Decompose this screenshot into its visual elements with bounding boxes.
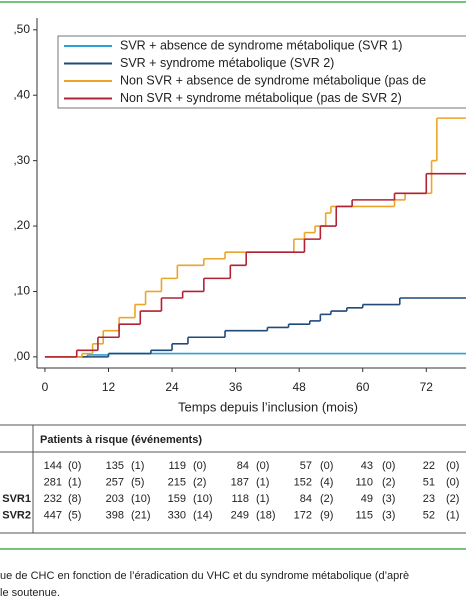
table-cell: (4) <box>320 476 333 488</box>
x-axis-label: Temps depuis l’inclusion (mois) <box>178 399 358 414</box>
table-cell: 172 <box>294 509 312 521</box>
table-cell: 135 <box>106 460 124 472</box>
table-cell: (2) <box>193 476 206 488</box>
table-cell: (3) <box>382 509 395 521</box>
table-cell: (0) <box>446 476 459 488</box>
y-tick-label: ,10 <box>13 284 30 298</box>
x-tick-label: 72 <box>420 380 434 394</box>
legend-label: SVR + absence de syndrome métabolique (S… <box>120 38 402 52</box>
y-tick-label: ,20 <box>13 218 30 232</box>
table-cell: (10) <box>193 493 213 505</box>
table-cell: (9) <box>320 509 333 521</box>
table-cell: (0) <box>256 460 269 472</box>
table-cell: 398 <box>106 509 124 521</box>
table-cell: 203 <box>106 493 124 505</box>
x-tick-label: 36 <box>229 380 243 394</box>
table-cell: (3) <box>382 493 395 505</box>
x-tick-label: 60 <box>356 380 370 394</box>
table-cell: (0) <box>68 460 81 472</box>
table-cell: 330 <box>168 509 186 521</box>
table-cell: 23 <box>423 493 435 505</box>
table-cell: 249 <box>231 509 249 521</box>
table-cell: 115 <box>355 509 373 521</box>
y-tick-label: ,40 <box>13 87 30 101</box>
y-tick-label: ,00 <box>13 349 30 363</box>
table-cell: (14) <box>193 509 213 521</box>
table-cell: 159 <box>168 493 186 505</box>
row-label: SVR1 <box>2 493 31 505</box>
x-tick-label: 24 <box>165 380 179 394</box>
legend-label: SVR + syndrome métabolique (SVR 2) <box>120 56 334 70</box>
caption: le soutenue. <box>0 587 60 599</box>
table-cell: (1) <box>446 509 459 521</box>
table-cell: (21) <box>131 509 151 521</box>
row-label: SVR2 <box>2 509 31 521</box>
table-cell: 187 <box>231 476 249 488</box>
table-cell: 118 <box>231 493 249 505</box>
table-cell: 84 <box>300 493 312 505</box>
legend-label: Non SVR + absence de syndrome métaboliqu… <box>120 73 426 87</box>
legend-box <box>57 35 466 109</box>
table-cell: 447 <box>44 509 62 521</box>
table-cell: 57 <box>300 460 312 472</box>
table-cell: (1) <box>256 476 269 488</box>
table-cell: 119 <box>168 460 186 472</box>
table-cell: (1) <box>256 493 269 505</box>
table-cell: 84 <box>237 460 249 472</box>
table-cell: 257 <box>106 476 124 488</box>
table-cell: (5) <box>68 509 81 521</box>
table-cell: (0) <box>446 460 459 472</box>
table-cell: (0) <box>193 460 206 472</box>
table-cell: (2) <box>320 493 333 505</box>
table-cell: 43 <box>361 460 373 472</box>
y-tick-label: ,30 <box>13 153 30 167</box>
table-cell: 281 <box>44 476 62 488</box>
table-cell: 110 <box>355 476 373 488</box>
legend-label: Non SVR + syndrome métabolique (pas de S… <box>120 91 402 105</box>
table-header: Patients à risque (événements) <box>40 434 202 446</box>
table-cell: (8) <box>68 493 81 505</box>
x-tick-label: 12 <box>102 380 116 394</box>
table-cell: (18) <box>256 509 276 521</box>
y-tick-label: ,50 <box>13 22 30 36</box>
table-cell: (10) <box>131 493 151 505</box>
table-cell: 49 <box>361 493 373 505</box>
caption: ue de CHC en fonction de l’éradication d… <box>0 570 409 582</box>
table-cell: 215 <box>168 476 186 488</box>
table-cell: 52 <box>423 509 435 521</box>
x-tick-label: 0 <box>42 380 49 394</box>
x-tick-label: 48 <box>292 380 306 394</box>
table-cell: 144 <box>44 460 62 472</box>
table-cell: (5) <box>131 476 144 488</box>
table-cell: (1) <box>68 476 81 488</box>
table-cell: 152 <box>294 476 312 488</box>
table-cell: 22 <box>423 460 435 472</box>
table-cell: (0) <box>382 460 395 472</box>
table-cell: (2) <box>446 493 459 505</box>
table-cell: 51 <box>423 476 435 488</box>
table-cell: (0) <box>320 460 333 472</box>
table-cell: (2) <box>382 476 395 488</box>
table-cell: 232 <box>44 493 62 505</box>
table-cell: (1) <box>131 460 144 472</box>
